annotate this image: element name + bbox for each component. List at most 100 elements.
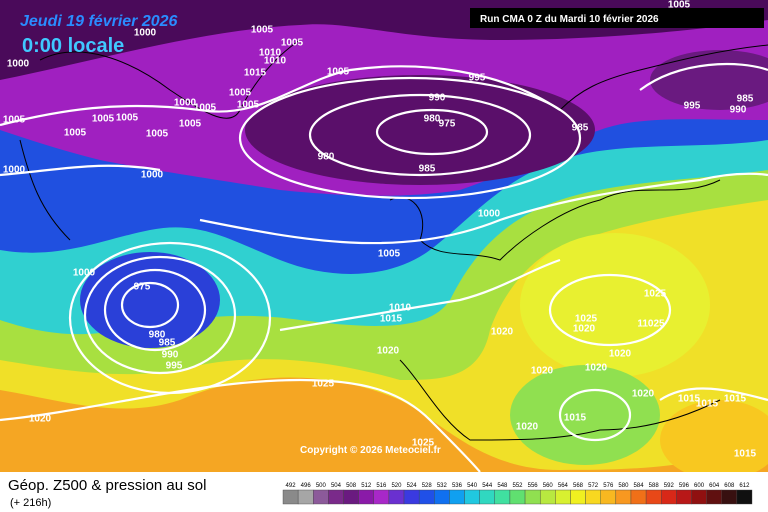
legend-swatch — [645, 489, 662, 505]
isobar-label: 1000 — [3, 165, 26, 176]
legend-label: 560 — [543, 483, 554, 489]
pressure-field — [0, 0, 768, 480]
isobar-label: 1020 — [573, 324, 596, 335]
isobar-label: 1020 — [377, 346, 400, 357]
legend-label: 544 — [482, 483, 493, 489]
legend-label: 520 — [391, 483, 402, 489]
legend-swatch — [661, 489, 677, 505]
color-legend: 492 496 500 504 508 512 516 520 524 528 532 536 540 5… — [282, 483, 753, 505]
isobar-label: 1000 — [478, 209, 501, 220]
legend-swatch — [600, 489, 617, 505]
isobar-label: 990 — [429, 93, 446, 104]
isobar-label: 1005 — [229, 88, 252, 99]
isobar-label: 1020 — [531, 366, 554, 377]
legend-swatch — [313, 489, 329, 505]
isobar-label: 1015 — [678, 394, 701, 405]
run-box — [470, 8, 764, 28]
isobar-label: 985 — [159, 338, 176, 349]
legend-label: 588 — [649, 483, 660, 489]
legend-label: 568 — [573, 483, 584, 489]
legend-label: 608 — [724, 483, 735, 489]
legend-swatch — [691, 489, 707, 505]
footer-lead: (+ 216h) — [10, 497, 51, 509]
legend-swatch — [297, 489, 314, 505]
isobar-label: 985 — [737, 94, 754, 105]
legend-label: 528 — [422, 483, 433, 489]
isobar-label: 1005 — [64, 128, 87, 139]
isobar-label: 1000 — [134, 28, 157, 39]
isobar-label: 1020 — [491, 327, 514, 338]
isobar-label: 1005 — [92, 114, 115, 125]
isobar-label: 1000 — [141, 170, 164, 181]
isobar-label: 1000 — [73, 268, 96, 279]
legend-label: 508 — [346, 483, 357, 489]
legend-swatch — [494, 489, 511, 505]
isobar-label: 975 — [134, 282, 151, 293]
legend-swatch — [539, 489, 556, 505]
isobar-label: 1005 — [251, 25, 274, 36]
legend-label: 564 — [558, 483, 569, 489]
isobar-label: 1005 — [116, 113, 139, 124]
isobar-label: 1005 — [378, 249, 401, 260]
isobar-label: 980 — [149, 330, 166, 341]
legend-swatch — [630, 489, 647, 505]
legend-swatch — [706, 489, 722, 505]
legend-label: 536 — [452, 483, 463, 489]
isobar-label: 1010 — [259, 48, 282, 59]
legend-label: 548 — [497, 483, 508, 489]
legend-swatch — [676, 489, 692, 505]
isobar-label: 985 — [419, 164, 436, 175]
isobar-label: 1005 — [281, 38, 304, 49]
legend-label: 492 — [286, 483, 297, 489]
legend-swatch — [615, 489, 632, 505]
isobar-label: 1020 — [29, 414, 52, 425]
isobar-label: 995 — [469, 73, 486, 84]
legend-swatch — [479, 489, 496, 505]
isobar-label: 1005 — [3, 115, 26, 126]
legend-label: 604 — [709, 483, 720, 489]
isobar-label: 995 — [684, 101, 701, 112]
legend-swatch — [449, 489, 465, 505]
isobar-label: 1020 — [516, 422, 539, 433]
isobar-label: 1015 — [724, 394, 747, 405]
legend-label: 600 — [694, 483, 705, 489]
legend-label: 596 — [679, 483, 690, 489]
legend-label: 540 — [467, 483, 478, 489]
isobar-label: 1025 — [412, 438, 435, 449]
isobar-label: 1015 — [734, 449, 757, 460]
isobar-label: 1025 — [312, 379, 335, 390]
legend-label: 504 — [331, 483, 342, 489]
legend-swatch — [524, 489, 541, 505]
legend-swatch — [509, 489, 526, 505]
legend-label: 500 — [316, 483, 327, 489]
footer-title: Géop. Z500 & pression au sol — [8, 477, 206, 494]
legend-swatch — [418, 489, 435, 505]
isobar-label: 980 — [424, 114, 441, 125]
isobar-label: 1010 — [389, 303, 412, 314]
legend-swatch — [464, 489, 480, 505]
legend-swatch — [403, 489, 420, 505]
isobar-label: 11025 — [637, 319, 665, 330]
legend-label: 584 — [634, 483, 645, 489]
isobar-label: 1005 — [179, 119, 202, 130]
isobar-label: 1025 — [575, 314, 598, 325]
isobar-label: 1005 — [194, 103, 217, 114]
isobar-label: 1005 — [327, 67, 350, 78]
legend-label: 556 — [528, 483, 539, 489]
isobar-label: 1020 — [609, 349, 632, 360]
legend-swatch — [555, 489, 571, 505]
isobar-label: 990 — [730, 105, 747, 116]
isobar-label: 1020 — [585, 363, 608, 374]
legend-label: 576 — [603, 483, 614, 489]
legend-swatch — [388, 489, 405, 505]
legend-label: 580 — [618, 483, 629, 489]
isobars — [0, 62, 768, 473]
legend-label: 612 — [739, 483, 750, 489]
isobar-label: 1000 — [174, 98, 197, 109]
forecast-time: 0:00 locale — [22, 35, 124, 57]
legend-label: 512 — [361, 483, 372, 489]
legend-swatch — [434, 489, 450, 505]
legend-swatch — [328, 489, 344, 505]
legend-swatch — [358, 489, 374, 505]
